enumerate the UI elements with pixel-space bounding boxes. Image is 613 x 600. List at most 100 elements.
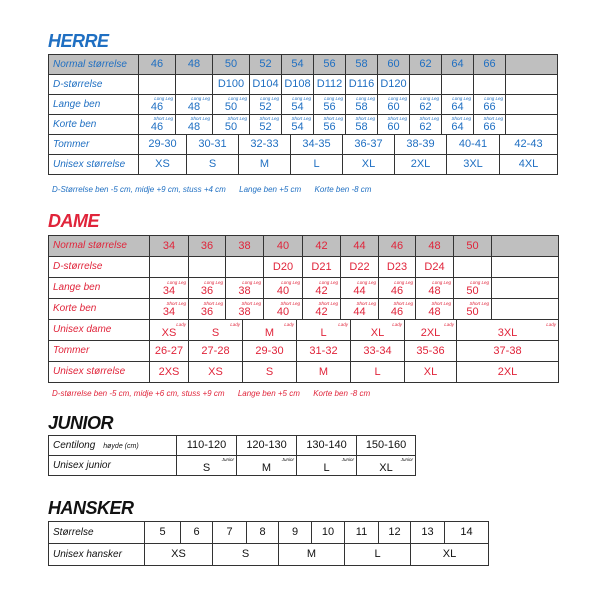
size-cell [409,74,442,95]
size-value: 54 [291,101,304,113]
size-cell: Short Leg 64 [441,114,474,135]
size-cell: D104 [249,74,282,95]
size-value: 54 [291,121,304,133]
size-cell: 29-30 [242,340,297,362]
row-label: Lange ben [48,94,139,115]
size-value: XL [379,462,393,474]
size-cell: Short Leg 46 [378,298,416,320]
leg-note: Long Leg [356,96,375,101]
junior-heading: JUNIOR [48,413,114,433]
size-cell: 66 [473,54,506,75]
hansker-size-table: Størrelse 5 6 7 8 9 10 11 12 13 14 Unisex hansker XS… [48,521,489,566]
size-value: 48 [187,121,201,133]
size-value: 52 [259,121,272,133]
size-cell: Short Leg 38 [225,298,264,320]
unisex-glove-size: XL [410,543,489,566]
size-value: 46 [390,305,404,318]
size-value: 58 [355,101,368,113]
size-cell: Short Leg 54 [281,114,314,135]
size-cell: Short Leg 62 [409,114,442,135]
leg-note: Lady [444,321,454,327]
size-cell: 4XL [499,154,558,175]
leg-note: Long Leg [228,96,247,101]
size-value: 2XL [420,326,441,339]
dame-size-table: Normal størrelse 34 36 38 40 42 44 46 48 50 D-stør… [48,235,559,383]
size-value: 56 [323,121,336,133]
size-cell: Long Leg 50 [453,277,492,299]
size-value: XS [161,326,177,339]
size-cell: 60 [377,54,410,75]
size-cell: 26-27 [149,340,189,362]
size-cell: D116 [345,74,378,95]
size-cell: 27-28 [188,340,243,362]
row-label: Unisex hansker [48,543,145,566]
size-cell: Long Leg 42 [302,277,341,299]
size-cell: 40 [263,235,303,257]
size-cell: 52 [249,54,282,75]
size-value: 48 [428,284,441,297]
size-cell: 34 [149,235,189,257]
size-cell: Short Leg 46 [138,114,176,135]
glove-size: 11 [344,521,379,544]
size-cell: 2XL [394,154,447,175]
leg-note: Short Leg [318,300,338,306]
size-cell: Lady M [242,319,297,341]
size-cell: 46 [138,54,176,75]
junior-size-table: Centilong høyde (cm) 110-120 120-130 130-140… [48,435,416,476]
leg-note: Short Leg [280,300,300,306]
leg-note: Short Leg [419,116,439,121]
size-cell: Short Leg 48 [415,298,454,320]
size-cell: 38 [225,235,264,257]
herre-row: Korte ben Short Leg 46 Short Leg 48 Short Leg… [48,114,558,135]
size-cell: 37-38 [456,340,559,362]
size-cell: 58 [345,54,378,75]
leg-note: Lady [230,321,240,327]
leg-note: Lady [284,321,294,327]
glove-size: 7 [212,521,247,544]
size-cell: Short Leg 50 [212,114,250,135]
size-cell: XS [138,154,187,175]
size-cell [188,256,226,278]
size-cell: 36 [188,235,226,257]
leg-note: Long Leg [420,96,439,101]
size-value: 50 [466,284,479,297]
dame-row: Unisex størrelse 2XS XS S M L XL 2XL [48,361,559,383]
size-cell: 46 [378,235,416,257]
empty-cell [505,74,558,95]
size-cell [441,74,474,95]
glove-size: 12 [378,521,411,544]
size-value: 52 [259,101,272,113]
leg-note: Long Leg [470,279,489,285]
row-label: Unisex størrelse [48,154,139,175]
leg-note: Junior [221,457,234,462]
size-cell: 48 [175,54,213,75]
size-cell: 35-36 [404,340,457,362]
size-cell: Long Leg 60 [377,94,410,115]
row-label: Størrelse [48,521,145,544]
hansker-heading: HANSKER [48,498,134,518]
size-cell: Lady 3XL [456,319,559,341]
size-cell: XS [188,361,243,383]
dame-heading: DAME [48,211,100,231]
size-value: 36 [200,305,214,318]
leg-note: Short Leg [153,116,173,121]
size-cell: Long Leg 34 [149,277,189,299]
row-label: Lange ben [48,277,150,299]
size-value: 46 [150,121,164,133]
glove-size: 14 [444,521,489,544]
height-range: 120-130 [236,435,297,456]
leg-note: Long Leg [432,279,451,285]
unisex-glove-size: XS [144,543,213,566]
size-value: 58 [355,121,368,133]
size-value: 60 [387,101,400,113]
size-cell: Junior L [296,455,357,476]
herre-row: Normal størrelse 46 48 50 52 54 56 58 60 62 64 66 [48,54,558,75]
size-cell: 2XL [456,361,559,383]
size-cell: 40-41 [446,134,500,155]
dame-row: Unisex dame Lady XS Lady S Lady M Lady L Lady XL La… [48,319,559,341]
leg-note: Short Leg [291,116,311,121]
row-label: Unisex størrelse [48,361,150,383]
glove-size: 10 [311,521,345,544]
size-cell: Lady S [188,319,243,341]
size-cell [491,277,559,299]
